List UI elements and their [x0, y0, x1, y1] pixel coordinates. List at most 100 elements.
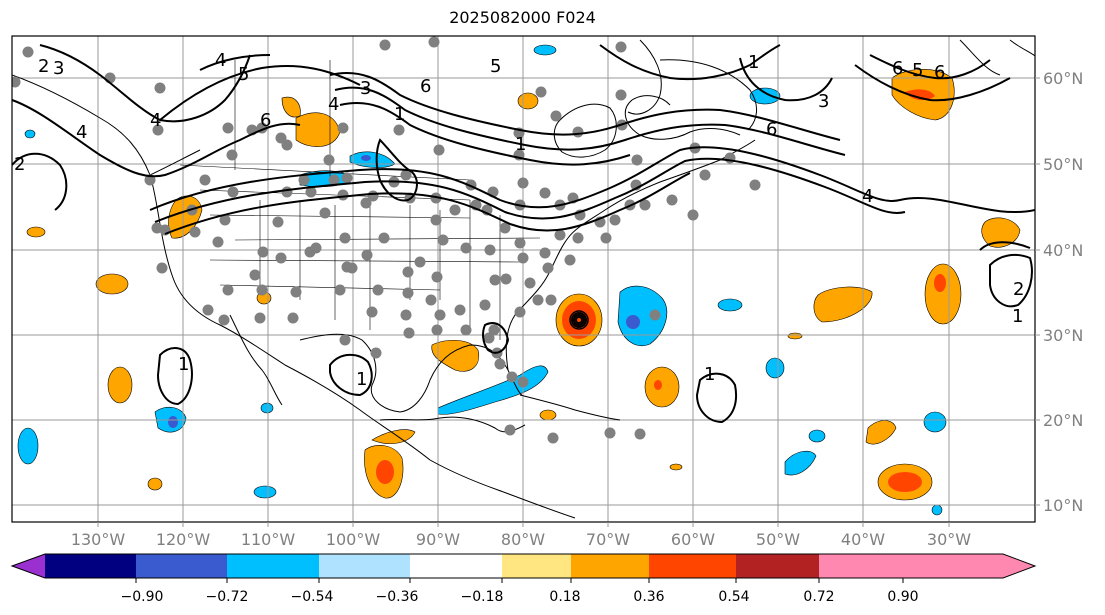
colorbar-segment [819, 554, 903, 578]
contour-label: 2 [14, 154, 25, 175]
station-dot [489, 274, 501, 286]
station-dot [550, 110, 562, 122]
contour-label: 1 [1012, 306, 1023, 327]
station-dot [434, 309, 446, 321]
station-dot [524, 277, 536, 289]
station-dot [361, 249, 373, 261]
station-dot [504, 424, 516, 436]
station-dot [290, 286, 302, 298]
station-dot [400, 169, 412, 181]
station-dot [517, 376, 529, 388]
station-dot [430, 214, 442, 226]
orange-patch-mexico [371, 429, 416, 444]
contour-label: 6 [260, 110, 271, 131]
lon-label: 90°W [416, 530, 460, 549]
station-dot [400, 309, 412, 321]
contour-label: 2 [38, 56, 49, 77]
station-dot [532, 294, 544, 306]
station-dot [199, 174, 211, 186]
station-dot [514, 237, 526, 249]
orange-patch-small-1 [865, 420, 897, 445]
blue-patch-atlantic-3 [765, 357, 785, 379]
lat-label: 40°N [1043, 241, 1083, 260]
blue-core-north-plains [361, 155, 371, 161]
contour-label: 6 [892, 58, 903, 79]
station-dot [454, 304, 466, 316]
station-dot [431, 271, 443, 283]
station-dot [256, 284, 268, 296]
station-dot [156, 262, 168, 274]
lon-label: 80°W [501, 530, 545, 549]
orange-patch-small-5 [787, 332, 803, 340]
station-dot [152, 124, 164, 136]
station-dot [749, 179, 761, 191]
blue-patch-atlantic-5 [923, 411, 947, 433]
colorbar-segment [136, 554, 227, 578]
colorbar-segment [227, 554, 319, 578]
station-dot [666, 194, 678, 206]
station-dot [310, 242, 322, 254]
latitude-labels: 60°N 50°N 40°N 30°N 20°N 10°N [1043, 69, 1083, 515]
lon-label: 70°W [586, 530, 630, 549]
station-dot [154, 82, 166, 94]
contour-label: 4 [328, 94, 339, 115]
station-dot [334, 284, 346, 296]
colorbar-segment [319, 554, 410, 578]
station-dot [414, 256, 426, 268]
station-dot [144, 174, 156, 186]
orange-patch-small-4 [26, 226, 46, 238]
colorbar-outline [10, 553, 1037, 579]
contour-label: 5 [490, 56, 501, 77]
contour-label: 1 [178, 354, 189, 375]
colorbar-tick-label: −0.72 [206, 589, 249, 605]
station-dot [337, 122, 349, 134]
state-borders [179, 60, 541, 340]
station-dot [272, 216, 284, 228]
station-dot [488, 324, 500, 336]
orange-patch-pacific-3 [147, 477, 163, 491]
station-dot [22, 46, 34, 58]
orange-patch-mid-atlantic [644, 366, 680, 408]
station-dot [554, 229, 566, 241]
station-dot [539, 247, 551, 259]
station-dot [572, 232, 584, 244]
station-dot [506, 371, 518, 383]
station-dot [500, 273, 512, 285]
lat-label: 50°N [1043, 155, 1083, 174]
lat-label: 60°N [1043, 69, 1083, 88]
colorbar-over-segment [903, 554, 1035, 578]
contour-label: 1 [515, 134, 526, 155]
contour-label: 1 [704, 364, 715, 385]
orange-patch-pacific-1 [107, 366, 133, 404]
contour-label: 4 [862, 186, 873, 207]
orange-patch-atlantic-ridge [813, 286, 873, 323]
station-dot [281, 139, 293, 151]
lon-label: 30°W [927, 530, 971, 549]
contour-label: 1 [356, 369, 367, 390]
station-dot [687, 209, 699, 221]
contour-label: 3 [360, 78, 371, 99]
contour-label: 1 [394, 104, 405, 125]
red-core-east-atlantic [934, 274, 946, 292]
station-dot [449, 204, 461, 216]
lon-label: 60°W [671, 530, 715, 549]
station-dot [257, 246, 269, 258]
colorbar-segment [649, 554, 736, 578]
contour-label: 4 [150, 110, 161, 131]
lon-label: 100°W [326, 530, 381, 549]
station-dot [218, 314, 230, 326]
station-dot [372, 284, 384, 296]
orange-patch-hudson [517, 92, 539, 110]
station-dot [600, 232, 612, 244]
longitude-labels: 130°W 120°W 110°W 100°W 90°W 80°W 70°W 6… [71, 530, 971, 549]
station-dot [402, 266, 414, 278]
station-dot [328, 174, 340, 186]
colorbar-tick-label: −0.18 [461, 589, 504, 605]
station-dot [639, 199, 651, 211]
red-core-mid-atlantic [654, 380, 662, 390]
blue-patch-labrador [749, 87, 781, 105]
contour-lines [12, 44, 1035, 424]
blue-patch-atlantic-2 [717, 298, 743, 312]
lon-label: 50°W [756, 530, 800, 549]
